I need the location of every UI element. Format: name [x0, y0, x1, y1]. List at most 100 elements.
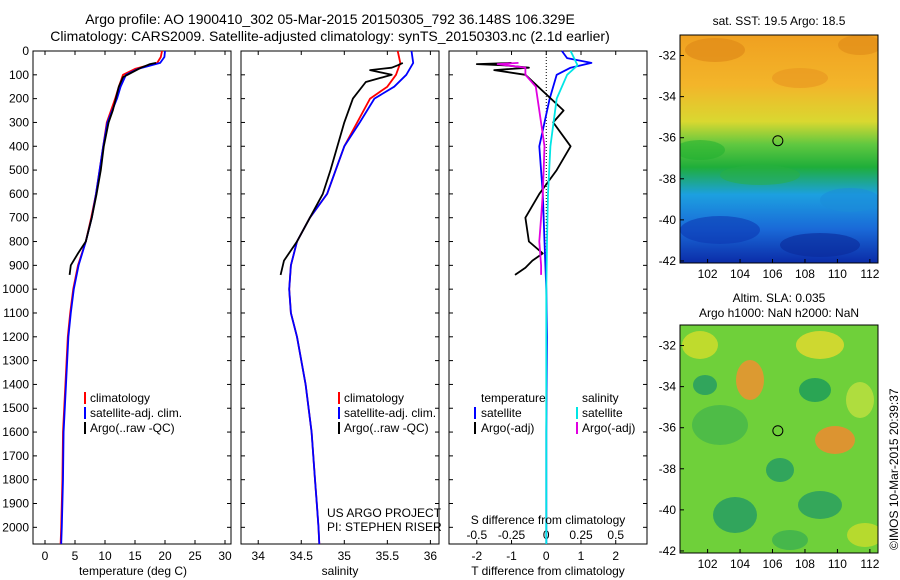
x-tick-label: 0 [543, 549, 550, 563]
lon-tick-label: 110 [828, 557, 847, 571]
lon-tick-label: 110 [828, 267, 847, 281]
legend-title-temperature: temperature [481, 391, 546, 405]
sst-map-frame [679, 34, 879, 264]
legend-label-climatology: climatology [344, 391, 404, 405]
salinity-panel-frame [240, 50, 440, 545]
x-tick-label: 35 [338, 549, 352, 563]
lon-tick-label: 104 [730, 557, 750, 571]
argo-float-marker [772, 425, 784, 437]
lat-tick-label: -34 [659, 90, 677, 104]
x-tick-label: 10 [98, 549, 112, 563]
project-annotation: US ARGO PROJECT [327, 506, 442, 520]
lon-tick-label: 108 [795, 267, 815, 281]
x-tick-label: -2 [471, 549, 482, 563]
sla-map-subtitle: Argo h1000: NaN h2000: NaN [699, 306, 859, 320]
legend-label-argo: Argo(..raw -QC) [344, 421, 429, 435]
lat-tick-label: -40 [659, 503, 677, 517]
salinity-legend: climatology satellite-adj. clim. Argo(..… [327, 391, 442, 534]
x-tick-label: 0 [42, 549, 49, 563]
lat-tick-label: -34 [659, 380, 677, 394]
depth-tick-label: 100 [9, 68, 29, 82]
x-tick-label: 1 [578, 549, 585, 563]
depth-tick-label: 500 [9, 163, 29, 177]
sla-map-title: Altim. SLA: 0.035 [733, 291, 826, 305]
x-tick-label: 2 [612, 549, 619, 563]
temperature-panel-frame [32, 50, 232, 545]
temperature-legend: climatology satellite-adj. clim. Argo(..… [84, 391, 182, 435]
sla-lon-axis: 102 104 106 108 110 112 [698, 549, 880, 571]
depth-axis: 0 100 200 300 400 500 600 700 800 900 1000 1100 1200… [2, 44, 647, 534]
difference-plot: -2 -1 0 1 2-0.5 -0.25 0 0.25 0.5 [466, 50, 624, 563]
sla-map: Altim. SLA: 0.035 Argo h1000: NaN h2000:… [659, 291, 880, 571]
lon-tick-label: 112 [860, 267, 879, 281]
depth-tick-label: 300 [9, 115, 29, 129]
lat-tick-label: -38 [659, 172, 677, 186]
difference-panel-frame [448, 50, 648, 545]
x-tick-label: 36 [424, 549, 438, 563]
x-tick-label: 15 [128, 549, 142, 563]
sst-map: sat. SST: 19.5 Argo: 18.5 -32 -34 -36 -38 -4… [659, 14, 880, 281]
chart-title-line2: Climatology: CARS2009. Satellite-adjuste… [50, 28, 610, 44]
lon-tick-label: 106 [762, 557, 782, 571]
depth-tick-label: 0 [22, 44, 29, 58]
depth-tick-label: 1400 [2, 377, 29, 391]
depth-tick-label: 800 [9, 235, 29, 249]
depth-tick-label: 1600 [2, 425, 29, 439]
x-tick-label: 20 [158, 549, 172, 563]
series-line-salinity-satellite [545, 50, 579, 544]
lat-tick-label: -32 [659, 49, 677, 63]
legend-label-satellite: satellite-adj. clim. [90, 406, 182, 420]
x-tick-label: 25 [188, 549, 202, 563]
x-tick-label: 35.5 [376, 549, 400, 563]
salinity-axis-label: salinity [322, 564, 359, 578]
series-line-argo-raw-qc- [279, 62, 404, 276]
x-tick-label: 30 [218, 549, 232, 563]
series-line-salinity-argo-adj- [496, 62, 546, 275]
x-tick-label: -1 [506, 549, 517, 563]
depth-tick-label: 2000 [2, 520, 29, 534]
x-tick-label: 5 [72, 549, 79, 563]
x-tick-label: 34 [252, 549, 266, 563]
lat-tick-label: -40 [659, 213, 677, 227]
depth-tick-label: 200 [9, 92, 29, 106]
top-tick-label: -0.5 [466, 528, 487, 542]
depth-tick-label: 1000 [2, 282, 29, 296]
salinity-difference-axis-label: S difference from climatology [471, 513, 626, 527]
legend-label-s-satellite: satellite [582, 406, 623, 420]
depth-tick-label: 1100 [3, 306, 29, 320]
lat-tick-label: -38 [659, 462, 677, 476]
temperature-axis-label: temperature (deg C) [79, 564, 187, 578]
top-tick-label: 0.25 [569, 528, 593, 542]
sla-texture [682, 331, 878, 550]
depth-tick-label: 1900 [2, 497, 29, 511]
lon-tick-label: 112 [860, 557, 879, 571]
lat-tick-label: -32 [659, 339, 677, 353]
legend-label-t-satellite: satellite [481, 406, 522, 420]
sst-lat-axis: -32 -34 -36 -38 -40 -42 [659, 49, 684, 268]
sst-lon-axis: 102 104 106 108 110 112 [698, 259, 880, 281]
depth-tick-label: 1700 [2, 449, 29, 463]
legend-label-climatology: climatology [90, 391, 150, 405]
depth-tick-label: 1300 [2, 354, 29, 368]
temperature-difference-axis-label: T difference from climatology [471, 564, 625, 578]
temperature-plot: 0 5 10 15 20 25 30 [42, 50, 232, 563]
legend-label-s-argo: Argo(-adj) [582, 421, 635, 435]
lon-tick-label: 102 [698, 557, 718, 571]
depth-tick-label: 400 [9, 139, 29, 153]
sst-map-title: sat. SST: 19.5 Argo: 18.5 [713, 14, 846, 28]
depth-tick-label: 1800 [2, 473, 29, 487]
chart-title-line1: Argo profile: AO 1900410_302 05-Mar-2015… [85, 11, 575, 27]
x-tick-label: 34.5 [290, 549, 314, 563]
legend-label-t-argo: Argo(-adj) [481, 421, 534, 435]
lat-tick-label: -36 [659, 421, 677, 435]
sst-texture [680, 35, 878, 257]
depth-tick-label: 900 [9, 258, 29, 272]
series-line-argo-raw-qc- [68, 62, 157, 276]
argo-float-marker [772, 135, 784, 147]
top-tick-label: 0.5 [607, 528, 624, 542]
salinity-plot: 34 34.5 35 35.5 36 [252, 50, 438, 563]
pi-annotation: PI: STEPHEN RISER [327, 520, 442, 534]
lat-tick-label: -42 [659, 544, 677, 558]
lon-tick-label: 106 [762, 267, 782, 281]
